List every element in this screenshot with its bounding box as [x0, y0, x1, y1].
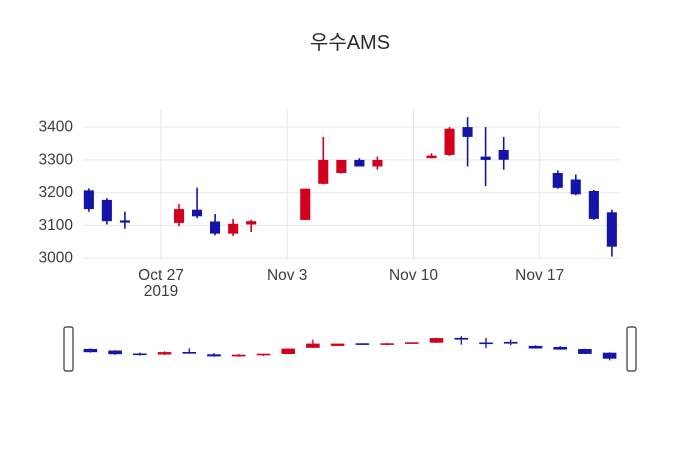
svg-text:3100: 3100 [39, 217, 74, 234]
svg-text:Nov 10: Nov 10 [389, 267, 438, 284]
svg-text:3000: 3000 [39, 250, 74, 267]
svg-text:3200: 3200 [39, 184, 74, 201]
svg-text:2019: 2019 [144, 283, 178, 300]
svg-text:Nov 17: Nov 17 [515, 267, 564, 284]
svg-text:Oct 27: Oct 27 [138, 267, 184, 284]
svg-text:3400: 3400 [39, 119, 74, 136]
svg-text:Nov 3: Nov 3 [267, 267, 308, 284]
svg-text:3300: 3300 [39, 151, 74, 168]
